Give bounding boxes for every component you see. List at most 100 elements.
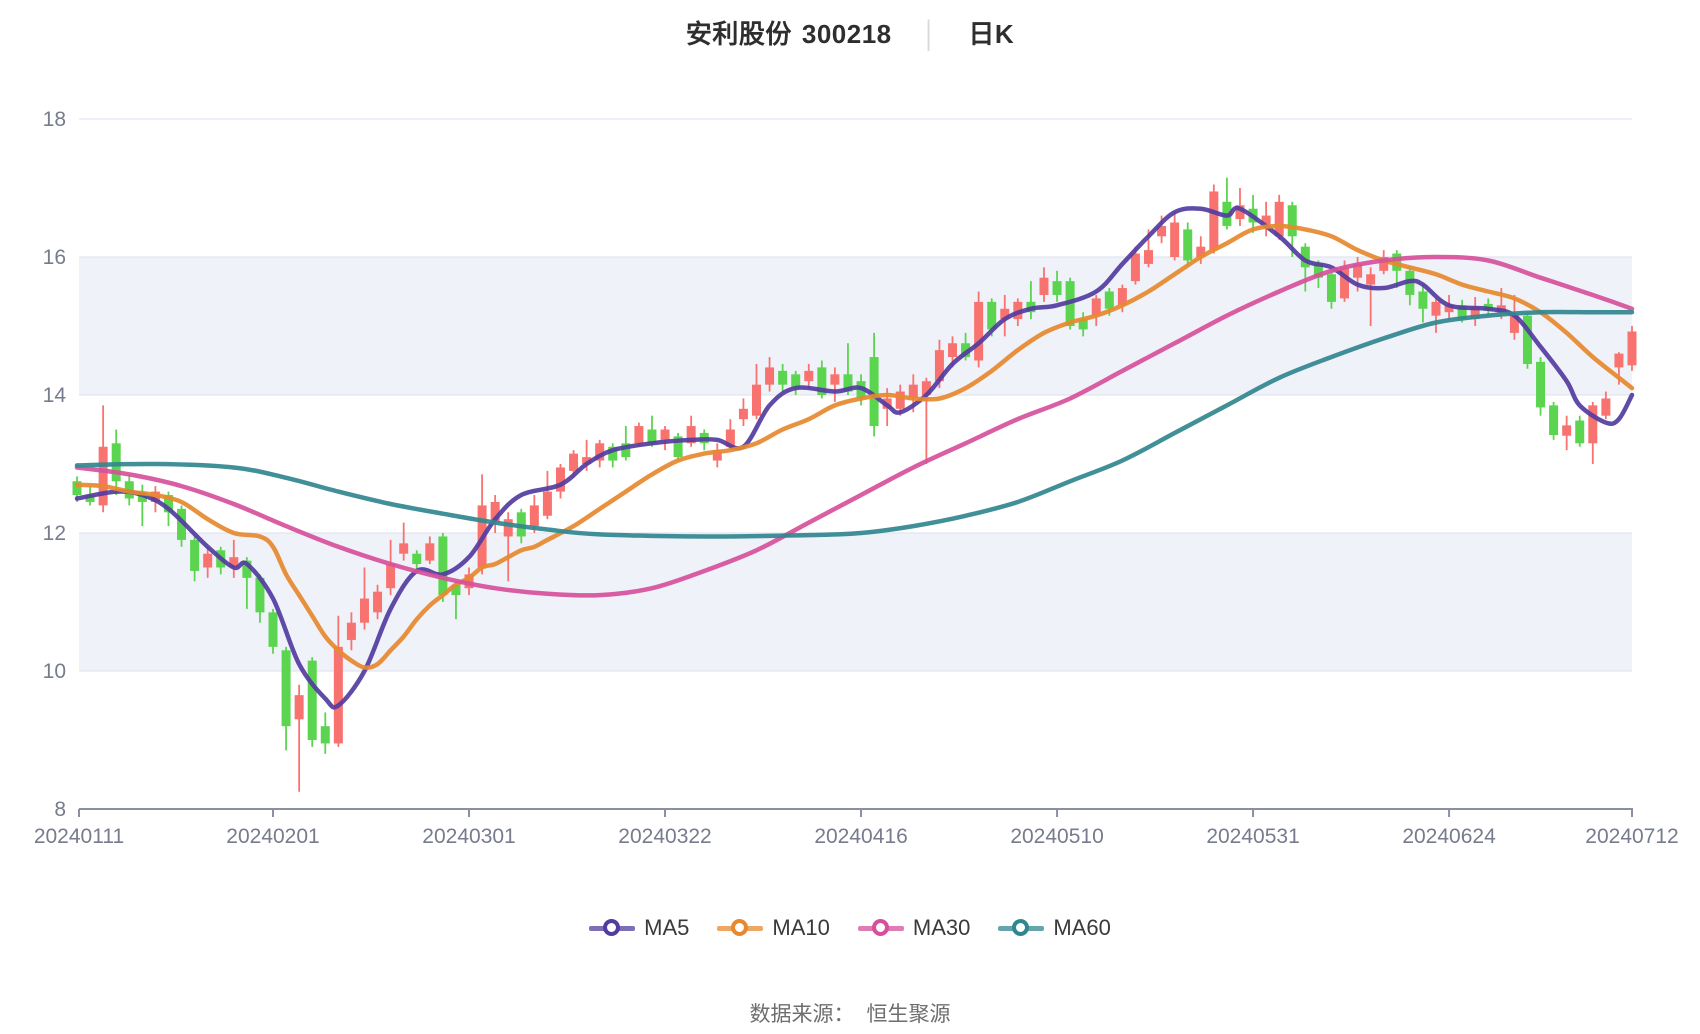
- candle[interactable]: [399, 522, 409, 561]
- legend-item-ma10[interactable]: MA10: [717, 915, 830, 941]
- candle[interactable]: [1274, 194, 1284, 240]
- ma30-legend-marker: [857, 919, 904, 937]
- candle[interactable]: [1000, 294, 1010, 337]
- candle[interactable]: [477, 474, 487, 575]
- candle[interactable]: [255, 574, 265, 623]
- candle[interactable]: [281, 646, 291, 751]
- candle[interactable]: [1627, 326, 1637, 371]
- candle[interactable]: [555, 464, 565, 499]
- candle[interactable]: [1470, 297, 1480, 326]
- legend-label: MA60: [1053, 915, 1111, 940]
- candle[interactable]: [1601, 391, 1611, 420]
- candle[interactable]: [1222, 177, 1232, 230]
- candle-body: [346, 622, 356, 640]
- y-axis-label: 14: [43, 384, 67, 407]
- candle[interactable]: [791, 370, 801, 395]
- ma10-legend-marker: [717, 919, 764, 937]
- candle[interactable]: [1091, 294, 1101, 326]
- candle[interactable]: [974, 291, 984, 368]
- candle[interactable]: [1039, 267, 1049, 302]
- candle[interactable]: [333, 615, 343, 747]
- candle[interactable]: [1078, 312, 1088, 337]
- legend-marker-ring-icon: [731, 919, 749, 936]
- candle[interactable]: [1575, 415, 1585, 447]
- candle[interactable]: [490, 495, 500, 533]
- candle-body: [725, 429, 735, 447]
- candle[interactable]: [1562, 415, 1572, 451]
- candle-body: [1117, 288, 1127, 306]
- y-axis-label: 18: [43, 108, 66, 131]
- candle-body: [1078, 319, 1088, 330]
- candle-body: [921, 381, 931, 395]
- candle[interactable]: [294, 684, 304, 792]
- candle[interactable]: [634, 422, 644, 447]
- candle-body: [359, 598, 369, 623]
- candle-body: [634, 426, 644, 444]
- candle[interactable]: [177, 505, 187, 547]
- candle[interactable]: [1522, 312, 1532, 369]
- legend-item-ma30[interactable]: MA30: [857, 915, 970, 941]
- candle-body: [1235, 205, 1245, 220]
- candle[interactable]: [869, 332, 879, 437]
- candle[interactable]: [346, 612, 356, 651]
- candle[interactable]: [1300, 243, 1310, 292]
- candle[interactable]: [712, 443, 722, 468]
- candle[interactable]: [621, 426, 631, 461]
- candle[interactable]: [778, 363, 788, 392]
- candle[interactable]: [98, 405, 108, 513]
- candle-body: [817, 367, 827, 395]
- candle[interactable]: [359, 567, 369, 630]
- legend-item-ma5[interactable]: MA5: [589, 915, 689, 941]
- candle[interactable]: [412, 550, 422, 571]
- candle[interactable]: [804, 363, 814, 389]
- candle-body: [1627, 331, 1637, 366]
- candle[interactable]: [1536, 357, 1546, 416]
- candle[interactable]: [386, 539, 396, 596]
- candle[interactable]: [751, 363, 761, 420]
- candle[interactable]: [203, 546, 213, 578]
- candle[interactable]: [1549, 401, 1559, 440]
- candle[interactable]: [1183, 222, 1193, 268]
- candle[interactable]: [1588, 401, 1598, 464]
- candle[interactable]: [268, 608, 278, 654]
- ma-legend: MA5 MA10 MA30 MA60: [0, 915, 1700, 941]
- candle[interactable]: [1326, 270, 1336, 309]
- candle-body: [751, 384, 761, 416]
- candle-body: [255, 577, 265, 613]
- candle-body: [1300, 246, 1310, 268]
- candle[interactable]: [1366, 267, 1376, 326]
- candle[interactable]: [765, 357, 775, 392]
- candle[interactable]: [190, 536, 200, 582]
- candle[interactable]: [1170, 212, 1180, 261]
- candle[interactable]: [830, 367, 840, 402]
- candle[interactable]: [373, 584, 383, 620]
- candle[interactable]: [320, 712, 330, 754]
- candle[interactable]: [1052, 270, 1062, 302]
- candle[interactable]: [229, 539, 239, 578]
- candle[interactable]: [1431, 298, 1441, 333]
- candle-body: [1157, 225, 1167, 237]
- candle-body: [1614, 353, 1624, 368]
- stock-code: 300218: [801, 19, 892, 49]
- candle-body: [542, 491, 552, 516]
- candle[interactable]: [738, 398, 748, 427]
- candle-body: [1340, 267, 1350, 299]
- candle[interactable]: [1418, 284, 1428, 323]
- x-axis-label: 20240322: [618, 825, 711, 848]
- candle[interactable]: [542, 470, 552, 520]
- candle[interactable]: [843, 343, 853, 395]
- candle[interactable]: [307, 657, 317, 747]
- candle[interactable]: [1209, 184, 1219, 254]
- candle[interactable]: [451, 581, 461, 620]
- candle[interactable]: [608, 443, 618, 468]
- candle[interactable]: [438, 533, 448, 602]
- candle[interactable]: [425, 536, 435, 565]
- candle-body: [1353, 263, 1363, 278]
- candle-body: [425, 543, 435, 561]
- legend-item-ma60[interactable]: MA60: [998, 915, 1111, 941]
- candle[interactable]: [660, 426, 670, 451]
- candle[interactable]: [1261, 201, 1271, 237]
- candle[interactable]: [673, 432, 683, 461]
- candle-body: [660, 429, 670, 440]
